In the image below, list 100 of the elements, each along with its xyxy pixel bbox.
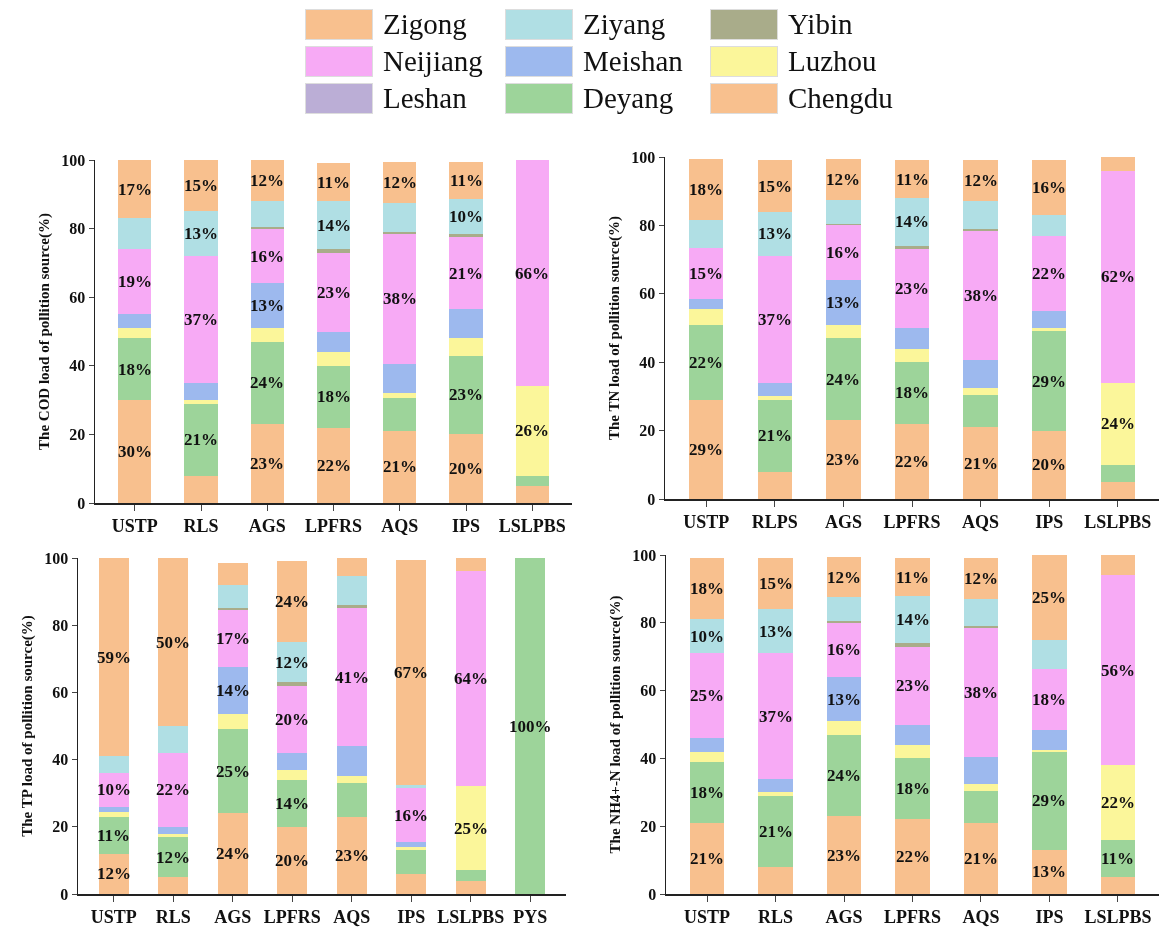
data-label: 22% (1032, 264, 1066, 283)
y-tick-label: 100 (61, 151, 86, 169)
bar (118, 400, 152, 503)
bar (1100, 464, 1135, 482)
y-tick-label: 0 (77, 494, 86, 512)
bar (1032, 235, 1067, 311)
x-tick-label: IPS (451, 516, 481, 537)
bar (1032, 331, 1067, 431)
bar (336, 608, 367, 747)
x-tick-label: IPS (1035, 907, 1064, 928)
data-label: 11% (896, 170, 930, 189)
bar (455, 571, 486, 787)
bar (758, 778, 793, 793)
x-tick-label: USTP (684, 907, 731, 928)
y-tick-label: 60 (640, 682, 657, 700)
bar (515, 160, 549, 387)
y-tick-label: 100 (632, 546, 657, 564)
bar (396, 846, 427, 851)
y-tick-label: 20 (52, 818, 69, 836)
bar (826, 280, 861, 325)
data-label: 16% (250, 247, 284, 266)
bar (383, 430, 417, 503)
x-tick-label: RLS (758, 907, 794, 928)
bar (316, 427, 351, 503)
data-label: 13% (759, 622, 793, 641)
bar (1032, 310, 1067, 328)
bar (250, 341, 284, 425)
bar (515, 485, 549, 503)
bar (1032, 639, 1067, 669)
data-label: 21% (690, 849, 724, 868)
y-tick-label: 40 (52, 751, 69, 769)
bar (757, 399, 792, 472)
data-label: 23% (449, 385, 483, 404)
data-label: 12% (964, 569, 998, 588)
data-label: 15% (689, 264, 723, 283)
data-label: 12% (826, 170, 860, 189)
bar (689, 738, 725, 752)
data-label: 18% (896, 779, 930, 798)
bar (383, 233, 417, 365)
legend-label: Zigong (383, 8, 467, 41)
bar (963, 822, 999, 894)
data-label: 29% (1032, 372, 1066, 391)
bar (689, 822, 725, 894)
x-tick-label: AQS (962, 512, 1000, 533)
x-tick-label: AGS (825, 907, 863, 928)
x-tick-label: RLS (155, 907, 191, 928)
data-label: 18% (689, 180, 723, 199)
bar (689, 309, 724, 325)
data-label: 17% (216, 629, 250, 648)
x-tick-label: RLPS (751, 512, 798, 533)
data-label: 20% (449, 459, 483, 478)
bar (396, 784, 427, 789)
bar (184, 400, 218, 404)
y-tick-label: 40 (640, 750, 657, 767)
x-tick-label: AQS (333, 907, 371, 928)
bar (963, 201, 998, 229)
bar (336, 558, 367, 577)
y-tick-label: 20 (639, 422, 656, 440)
y-tick-label: 80 (69, 220, 86, 238)
data-label: 13% (250, 296, 284, 315)
data-label: 18% (1032, 690, 1066, 709)
bar (826, 420, 861, 499)
bar (217, 610, 248, 668)
data-label: 23% (250, 454, 284, 473)
data-label: 18% (895, 383, 929, 402)
bar (316, 352, 351, 366)
y-tick-label: 80 (639, 217, 656, 234)
x-tick-label: AGS (824, 512, 862, 533)
data-label: 12% (275, 653, 309, 672)
bar (1100, 765, 1136, 840)
y-axis-title: The TN load of pollition source(%) (605, 215, 623, 441)
x-tick-label: LSLPBS (1084, 907, 1152, 928)
data-label: 59% (97, 648, 131, 667)
bar (336, 605, 367, 609)
x-tick-label: LPFRS (263, 907, 321, 928)
data-label: 16% (394, 806, 428, 825)
x-tick-label: LSLPBS (1084, 512, 1152, 533)
data-label: 13% (184, 224, 218, 243)
bar (689, 220, 724, 248)
data-label: 15% (759, 574, 793, 593)
data-label: 14% (216, 681, 250, 700)
bar (826, 734, 862, 817)
x-tick-label: LPFRS (883, 512, 941, 533)
bar (217, 729, 248, 814)
legend-label: Leshan (383, 82, 467, 115)
data-label: 13% (1032, 862, 1066, 881)
legend-label: Neijiang (383, 45, 483, 78)
data-label: 24% (826, 370, 860, 389)
bar (336, 776, 367, 784)
y-tick-label: 60 (69, 288, 86, 306)
data-label: 66% (515, 264, 549, 283)
bar (217, 584, 248, 609)
data-label: 21% (964, 849, 998, 868)
bar (1100, 555, 1136, 576)
data-label: 24% (827, 766, 861, 785)
data-label: 67% (394, 663, 428, 682)
bar (449, 355, 483, 435)
data-label: 10% (449, 207, 483, 226)
data-label: 22% (1101, 793, 1135, 812)
y-axis-title: The COD load of pollition source(%) (35, 213, 53, 450)
